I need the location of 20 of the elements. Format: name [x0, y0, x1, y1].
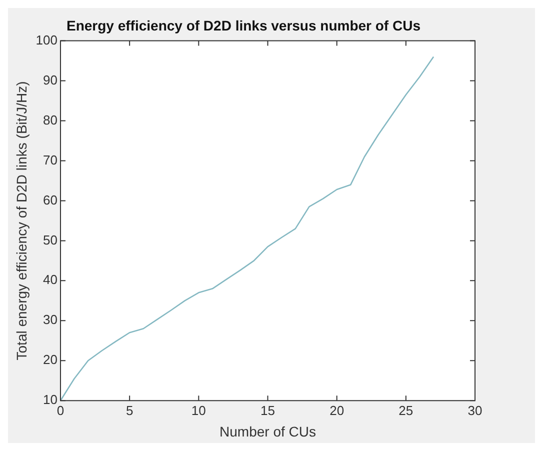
- x-tick-label: 5: [126, 402, 134, 418]
- chart-title: Energy efficiency of D2D links versus number of CUs: [66, 17, 421, 34]
- y-tick-label: 10: [43, 392, 58, 408]
- y-tick-label: 80: [43, 112, 58, 128]
- y-tick-label: 40: [43, 272, 58, 288]
- y-tick-label: 90: [43, 72, 58, 88]
- x-tick-label: 10: [191, 402, 206, 418]
- y-tick-label: 30: [43, 312, 58, 328]
- x-tick-label: 25: [398, 402, 414, 418]
- y-tick-label: 60: [43, 192, 58, 208]
- y-axis-title: Total energy efficiency of D2D links (Bit/J/Hz): [13, 81, 30, 360]
- x-tick-label: 30: [468, 402, 482, 418]
- y-tick-label: 100: [36, 32, 58, 48]
- x-axis-title: Number of CUs: [220, 423, 316, 440]
- x-tick-label: 20: [330, 402, 344, 418]
- x-tick-label: 15: [260, 402, 275, 418]
- y-tick-label: 20: [43, 352, 58, 368]
- y-tick-label: 50: [43, 232, 58, 248]
- x-tick-label: 0: [56, 402, 64, 418]
- y-tick-label: 70: [43, 152, 58, 168]
